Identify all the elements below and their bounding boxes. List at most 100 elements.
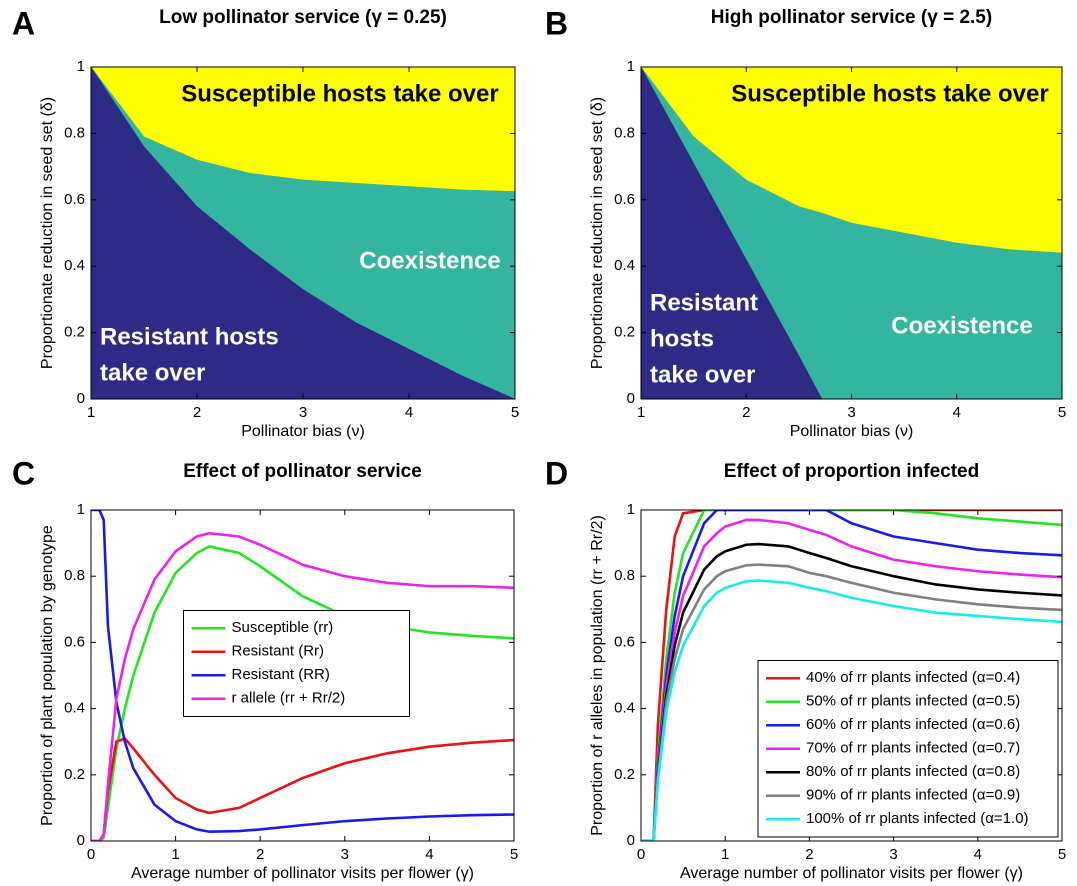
- x-tick-label: 4: [405, 404, 413, 421]
- x-tick-label: 2: [256, 846, 264, 863]
- region-label: Susceptible hosts take over: [181, 80, 498, 107]
- region-label: Resistant: [650, 289, 758, 316]
- x-tick-label: 0: [637, 846, 645, 863]
- line: [91, 510, 514, 834]
- panel-title: Effect of proportion infected: [724, 461, 979, 482]
- legend: 40% of rr plants infected (α=0.4) 50% of …: [757, 660, 1059, 838]
- y-tick-label: 0.8: [614, 567, 635, 584]
- y-tick-label: 0.8: [64, 124, 85, 141]
- y-tick-label: 0.4: [64, 700, 85, 717]
- panel-letter: A: [12, 5, 35, 41]
- x-axis-label: Pollinator bias (ν): [241, 423, 365, 440]
- panel-title: Low pollinator service (γ = 0.25): [159, 7, 447, 28]
- panel-letter: B: [545, 5, 568, 41]
- y-axis-label: Proportion of plant population by genoty…: [39, 525, 56, 826]
- x-tick-label: 5: [511, 404, 519, 421]
- plot-area: [91, 67, 515, 399]
- region: [641, 67, 1062, 399]
- legend-box: [757, 660, 1059, 838]
- x-tick-label: 4: [953, 404, 961, 421]
- y-tick-label: 0.2: [64, 324, 85, 341]
- legend-label: 70% of rr plants infected (α=0.7): [806, 740, 1020, 757]
- x-tick-label: 4: [425, 846, 433, 863]
- legend-label: 50% of rr plants infected (α=0.5): [806, 693, 1020, 710]
- y-tick-label: 0: [627, 390, 635, 407]
- panel-letter: C: [12, 455, 35, 491]
- plot-frame: [90, 509, 515, 842]
- line: [641, 579, 1062, 841]
- region-label: Coexistence: [359, 247, 500, 274]
- region-label: take over: [650, 361, 755, 388]
- y-tick-label: 0: [77, 832, 85, 849]
- x-tick-label: 1: [171, 846, 179, 863]
- legend-label: Resistant (Rr): [232, 643, 325, 660]
- x-tick-label: 3: [847, 404, 855, 421]
- y-axis-label: Proportionate reduction in seed set (δ): [589, 97, 606, 369]
- x-tick-label: 2: [193, 404, 201, 421]
- y-tick-label: 0.4: [614, 700, 635, 717]
- panel: B High pollinator service (γ = 2.5) Pollin…: [545, 5, 1066, 440]
- x-tick-label: 3: [889, 846, 897, 863]
- x-axis-label: Average number of pollinator visits per …: [680, 865, 1023, 882]
- y-tick-label: 0.4: [64, 257, 85, 274]
- y-tick-label: 0.6: [614, 633, 635, 650]
- y-tick-label: 1: [627, 58, 635, 75]
- panel: A Low pollinator service (γ = 0.25) Pollin…: [12, 5, 519, 440]
- y-tick-label: 0.6: [64, 191, 85, 208]
- y-tick-label: 1: [77, 501, 85, 518]
- x-tick-label: 5: [1058, 404, 1066, 421]
- region-label: Susceptible hosts take over: [731, 80, 1048, 107]
- x-tick-label: 0: [87, 846, 95, 863]
- y-axis-label: Proportionate reduction in seed set (δ): [39, 97, 56, 369]
- line: [641, 510, 1062, 841]
- legend-label: Susceptible (rr): [232, 619, 334, 636]
- plot-frame: [640, 509, 1063, 842]
- y-tick-label: 1: [77, 58, 85, 75]
- x-tick-label: 3: [341, 846, 349, 863]
- region-label: Resistant hosts: [100, 323, 279, 350]
- y-tick-label: 0.2: [614, 766, 635, 783]
- x-tick-label: 5: [510, 846, 518, 863]
- legend-label: 80% of rr plants infected (α=0.8): [806, 763, 1020, 780]
- x-tick-label: 2: [742, 404, 750, 421]
- x-axis-label: Average number of pollinator visits per …: [131, 865, 474, 882]
- x-tick-label: 2: [805, 846, 813, 863]
- y-tick-label: 0.2: [614, 324, 635, 341]
- panel: D Effect of proportion infected Average nu…: [545, 455, 1066, 882]
- legend: Susceptible (rr) Resistant (Rr) Resistant …: [183, 610, 410, 717]
- region-label: take over: [100, 359, 205, 386]
- region-label: hosts: [650, 325, 714, 352]
- plot-area: [641, 510, 1062, 841]
- legend-label: Resistant (RR): [232, 666, 330, 683]
- y-tick-label: 0: [627, 832, 635, 849]
- legend-label: 90% of rr plants infected (α=0.9): [806, 787, 1020, 804]
- panel-title: High pollinator service (γ = 2.5): [711, 7, 992, 28]
- plot-area: [641, 67, 1062, 399]
- legend-label: r allele (rr + Rr/2): [232, 690, 346, 707]
- x-tick-label: 1: [721, 846, 729, 863]
- y-tick-label: 0: [77, 390, 85, 407]
- region-label: Coexistence: [891, 312, 1032, 339]
- legend-label: 100% of rr plants infected (α=1.0): [806, 810, 1029, 827]
- y-axis-label: Proportion of r alleles in population (r…: [589, 515, 606, 836]
- x-tick-label: 3: [299, 404, 307, 421]
- x-tick-label: 1: [637, 404, 645, 421]
- panel-title: Effect of pollinator service: [183, 461, 422, 482]
- x-tick-label: 5: [1058, 846, 1066, 863]
- legend-label: 60% of rr plants infected (α=0.6): [806, 716, 1020, 733]
- y-tick-label: 0.6: [614, 191, 635, 208]
- y-tick-label: 0.6: [64, 633, 85, 650]
- x-tick-label: 1: [87, 404, 95, 421]
- panel: C Effect of pollinator service Average num…: [12, 455, 518, 882]
- legend-label: 40% of rr plants infected (α=0.4): [806, 669, 1020, 686]
- y-tick-label: 0.2: [64, 766, 85, 783]
- x-axis-label: Pollinator bias (ν): [790, 423, 914, 440]
- region: [91, 67, 515, 399]
- y-tick-label: 0.4: [614, 257, 635, 274]
- y-tick-label: 0.8: [64, 567, 85, 584]
- x-tick-label: 4: [974, 846, 982, 863]
- y-tick-label: 1: [627, 501, 635, 518]
- line: [91, 531, 514, 841]
